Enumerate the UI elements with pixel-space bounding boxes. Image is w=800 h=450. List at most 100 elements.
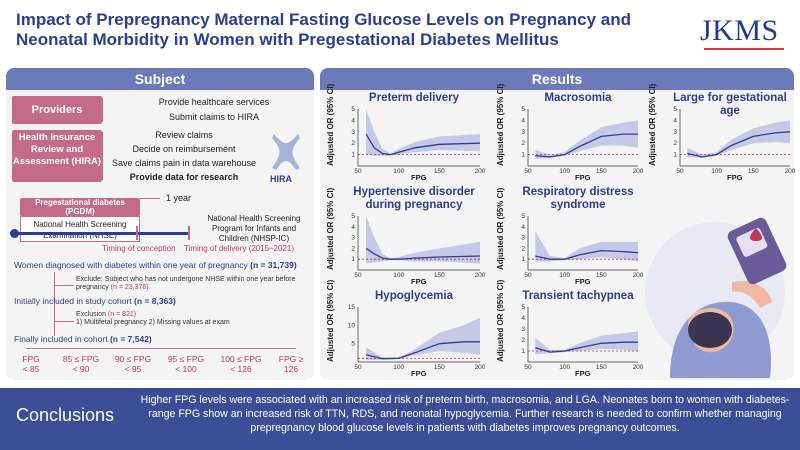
fpg-cat-1-line2: < 85	[22, 364, 40, 374]
y-tick-label: 1	[521, 348, 525, 355]
hira-label: Health Insurance Review and Assessment (…	[12, 132, 102, 167]
or-curve	[365, 247, 481, 260]
step1: Women diagnosed with diabetes within one…	[14, 260, 310, 270]
x-tick-label: 50	[354, 168, 362, 175]
x-axis-label: FPG	[411, 277, 427, 286]
fpg-cat-3-line1: 90 ≤ FPG	[114, 354, 152, 364]
chart-7: Transient tachypnea Adjusted OR (95% CI) F…	[496, 280, 644, 378]
chart-title: Preterm delivery	[368, 92, 460, 104]
y-tick-label: 1	[351, 256, 355, 263]
pregnant-woman-illustration-icon	[645, 217, 787, 378]
exclude1-text: Exclude: Subject who has not undergone N…	[76, 276, 296, 291]
hira-bracket	[102, 132, 103, 180]
x-axis-label: FPG	[575, 369, 591, 378]
chart-6: Hypoglycemia Adjusted OR (95% CI) FPG 5 10 15…	[326, 280, 486, 378]
chart-plot: 1 2 3 4 5 50 100 150 200	[673, 106, 796, 175]
x-tick-label: 50	[524, 364, 532, 371]
title-line-1: Impact of Prepregnancy Maternal Fasting …	[16, 10, 632, 29]
category-rail	[26, 348, 296, 349]
x-tick-label: 150	[434, 168, 445, 175]
y-tick-label: 5	[521, 304, 525, 311]
y-tick-label: 3	[351, 235, 355, 242]
flow-line-2	[54, 308, 55, 336]
y-tick-label: 5	[351, 213, 355, 220]
x-tick-label: 200	[475, 272, 486, 279]
x-tick-label: 50	[524, 168, 532, 175]
chart-3: Large for gestational age Adjusted OR (95…	[648, 84, 796, 182]
fpg-cat-1-line1: FPG	[22, 354, 40, 364]
hira-box: Health Insurance Review and Assessment (…	[12, 130, 102, 182]
logo-underline	[704, 48, 784, 50]
x-tick-label: 50	[524, 272, 532, 279]
page-title: Impact of Prepregnancy Maternal Fasting …	[16, 10, 666, 50]
x-tick-label: 200	[475, 364, 486, 371]
fpg-category-6: FPG ≥ 126	[270, 354, 312, 374]
fpg-cat-2-line1: 85 ≤ FPG	[62, 354, 100, 364]
x-axis-label: FPG	[411, 369, 427, 378]
one-year-label: 1 year	[166, 193, 192, 203]
y-tick-label: 2	[521, 245, 525, 252]
fpg-cat-4-line2: < 100	[175, 364, 197, 374]
x-axis-label: FPG	[575, 277, 591, 286]
flow-branch-1	[54, 285, 74, 286]
chart-plot: 5 10 15 50 100 150 200	[348, 304, 486, 371]
x-tick-label: 50	[676, 168, 684, 175]
y-tick-label: 2	[351, 140, 355, 147]
fpg-category-1: FPG < 85	[8, 354, 54, 374]
timeline-start-dot	[10, 229, 19, 238]
ci-band	[535, 120, 638, 160]
fpg-category-4: 95 ≤ FPG < 100	[160, 354, 212, 374]
chart-title: Macrosomia	[544, 92, 612, 104]
chart-title: Transient tachypnea	[522, 290, 634, 302]
subject-panel: Subject Providers Provide healthcare ser…	[6, 68, 314, 380]
delivery-marker	[188, 226, 190, 240]
y-tick-label: 3	[521, 129, 525, 136]
or-curve	[535, 249, 639, 260]
y-tick-label: 1	[351, 152, 355, 159]
hira-item-3: Save claims pain in data warehouse	[111, 158, 257, 168]
or-curve	[365, 341, 480, 360]
pgdm-label: Pregestational diabetes (PGDM)	[35, 198, 125, 216]
x-tick-label: 200	[633, 168, 644, 175]
or-curve	[535, 133, 638, 158]
ci-band	[535, 331, 638, 355]
y-tick-label: 10	[348, 322, 356, 329]
conclusions-text: Higher FPG levels were associated with a…	[140, 394, 790, 434]
y-tick-label: 5	[521, 213, 525, 220]
timeline-bar	[14, 232, 190, 235]
x-tick-label: 150	[596, 364, 607, 371]
y-tick-label: 4	[673, 117, 677, 124]
y-tick-label: 3	[673, 129, 677, 136]
pgdm-bracket-top	[140, 198, 160, 199]
x-tick-label: 50	[354, 272, 362, 279]
step1-text: Women diagnosed with diabetes within one…	[14, 260, 248, 270]
y-tick-label: 1	[521, 152, 525, 159]
providers-item-2: Submit claims to HIRA	[168, 112, 260, 122]
exclude1: Exclude: Subject who has not undergone N…	[76, 276, 308, 292]
step3: Finally included in cohort (n = 7,542)	[14, 334, 152, 344]
conclusions-bar	[0, 388, 800, 450]
x-tick-label: 100	[393, 272, 404, 279]
providers-label: Providers	[31, 104, 83, 116]
x-tick-label: 100	[393, 364, 404, 371]
ci-band	[366, 216, 480, 264]
x-tick-label: 50	[354, 364, 362, 371]
or-curve	[535, 341, 638, 353]
x-tick-label: 100	[393, 168, 404, 175]
fpg-cat-6-line2: 126	[283, 364, 299, 374]
fpg-category-3: 90 ≤ FPG < 95	[108, 354, 158, 374]
y-tick-label: 2	[673, 140, 677, 147]
y-tick-label: 2	[351, 245, 355, 252]
hira-logo-icon	[272, 134, 300, 170]
x-tick-label: 200	[785, 168, 796, 175]
y-tick-label: 3	[521, 326, 525, 333]
x-tick-label: 100	[559, 364, 570, 371]
chart-title: Hypertensive disorder during pregnancy	[353, 186, 475, 211]
pgdm-box: Pregestational diabetes (PGDM)	[20, 198, 140, 216]
ci-band	[535, 231, 638, 262]
nhse-box: National Health Screening Examination (N…	[20, 216, 140, 242]
hira-item-4: Provide data for research	[129, 172, 239, 182]
fpg-cat-4-line1: 95 ≤ FPG	[167, 354, 205, 364]
chart-plot: 1 2 3 4 5 50 100 150 200	[521, 304, 643, 371]
ci-band	[366, 109, 480, 156]
